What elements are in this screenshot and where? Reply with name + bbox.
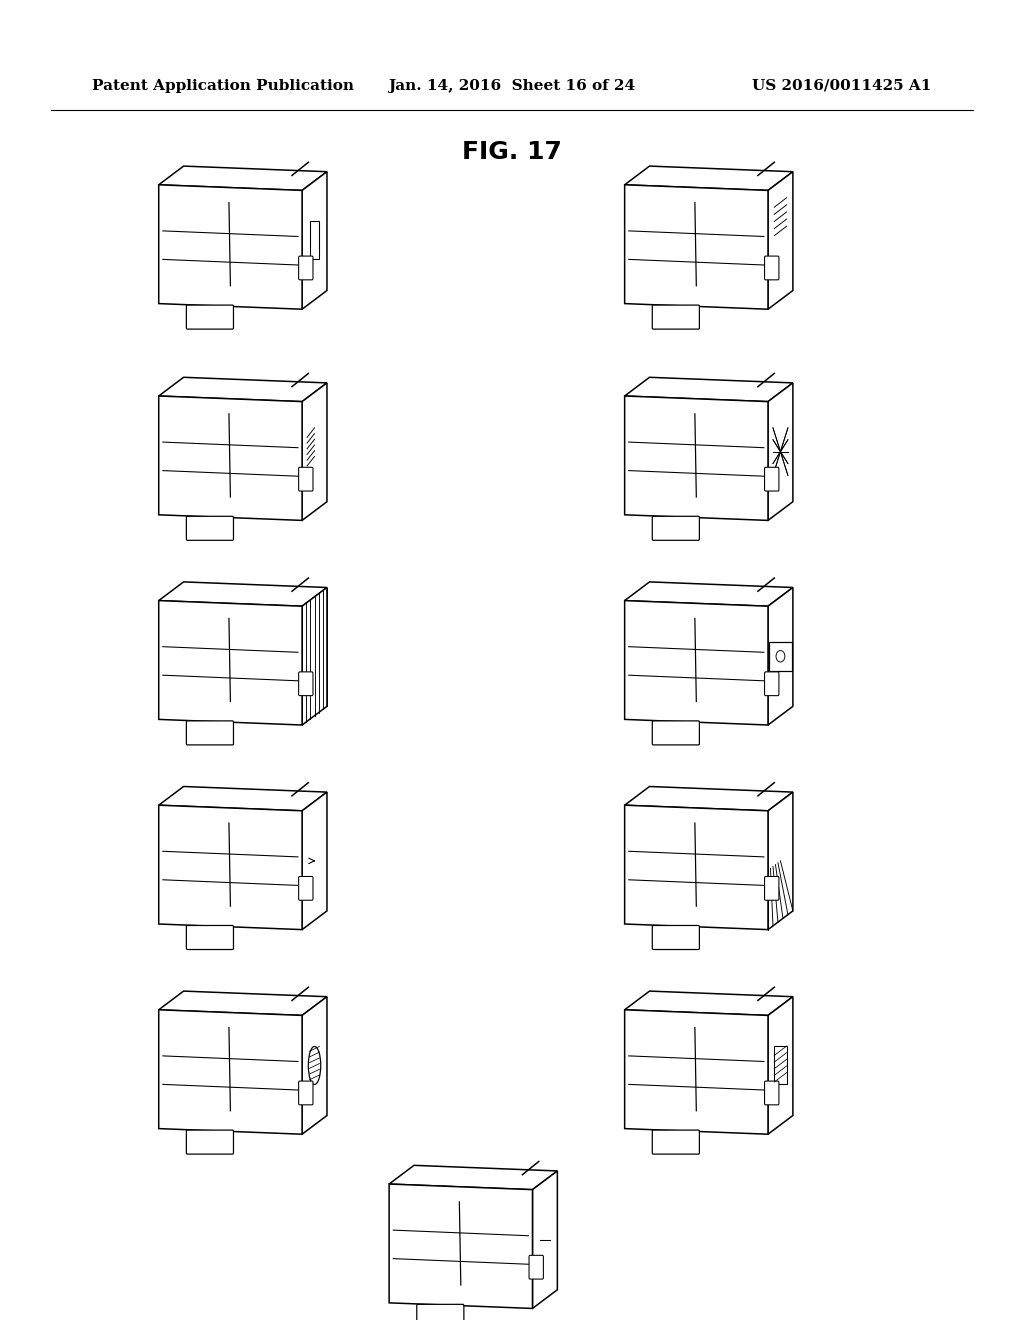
FancyBboxPatch shape <box>186 516 233 540</box>
Text: Jan. 14, 2016  Sheet 16 of 24: Jan. 14, 2016 Sheet 16 of 24 <box>388 79 636 92</box>
Polygon shape <box>768 997 793 1134</box>
Polygon shape <box>302 383 327 520</box>
Polygon shape <box>625 1010 768 1134</box>
Polygon shape <box>532 1171 557 1308</box>
Polygon shape <box>389 1184 532 1308</box>
Polygon shape <box>302 172 327 309</box>
Polygon shape <box>159 991 327 1015</box>
Text: Patent Application Publication: Patent Application Publication <box>92 79 354 92</box>
FancyBboxPatch shape <box>652 1130 699 1154</box>
Polygon shape <box>159 378 327 401</box>
Polygon shape <box>625 396 768 520</box>
FancyBboxPatch shape <box>652 721 699 744</box>
FancyBboxPatch shape <box>652 925 699 949</box>
Polygon shape <box>768 383 793 520</box>
Polygon shape <box>768 172 793 309</box>
FancyBboxPatch shape <box>417 1304 464 1320</box>
Polygon shape <box>625 787 793 810</box>
Polygon shape <box>302 792 327 929</box>
Polygon shape <box>159 396 302 520</box>
FancyBboxPatch shape <box>299 672 313 696</box>
Text: FIG. 17: FIG. 17 <box>462 140 562 164</box>
Polygon shape <box>159 582 327 606</box>
FancyBboxPatch shape <box>299 1081 313 1105</box>
FancyBboxPatch shape <box>765 256 779 280</box>
FancyBboxPatch shape <box>299 256 313 280</box>
FancyBboxPatch shape <box>765 1081 779 1105</box>
FancyBboxPatch shape <box>309 222 319 260</box>
FancyBboxPatch shape <box>765 467 779 491</box>
Polygon shape <box>625 166 793 190</box>
Polygon shape <box>625 378 793 401</box>
Polygon shape <box>768 792 793 929</box>
Polygon shape <box>625 601 768 725</box>
FancyBboxPatch shape <box>765 876 779 900</box>
Circle shape <box>776 651 784 661</box>
FancyBboxPatch shape <box>652 516 699 540</box>
Polygon shape <box>302 587 327 725</box>
FancyBboxPatch shape <box>774 1047 786 1085</box>
FancyBboxPatch shape <box>186 1130 233 1154</box>
Polygon shape <box>768 587 793 725</box>
Polygon shape <box>625 582 793 606</box>
Polygon shape <box>159 166 327 190</box>
FancyBboxPatch shape <box>652 305 699 329</box>
Polygon shape <box>625 185 768 309</box>
FancyBboxPatch shape <box>765 672 779 696</box>
Polygon shape <box>159 185 302 309</box>
Polygon shape <box>159 601 302 725</box>
FancyBboxPatch shape <box>299 876 313 900</box>
Polygon shape <box>625 991 793 1015</box>
Text: US 2016/0011425 A1: US 2016/0011425 A1 <box>753 79 932 92</box>
Polygon shape <box>159 805 302 929</box>
Polygon shape <box>625 805 768 929</box>
FancyBboxPatch shape <box>529 1255 544 1279</box>
FancyBboxPatch shape <box>769 642 792 671</box>
Polygon shape <box>302 997 327 1134</box>
FancyBboxPatch shape <box>186 721 233 744</box>
Ellipse shape <box>308 1047 321 1085</box>
Polygon shape <box>389 1166 557 1189</box>
Polygon shape <box>159 787 327 810</box>
FancyBboxPatch shape <box>299 467 313 491</box>
Polygon shape <box>159 1010 302 1134</box>
FancyBboxPatch shape <box>186 925 233 949</box>
FancyBboxPatch shape <box>186 305 233 329</box>
